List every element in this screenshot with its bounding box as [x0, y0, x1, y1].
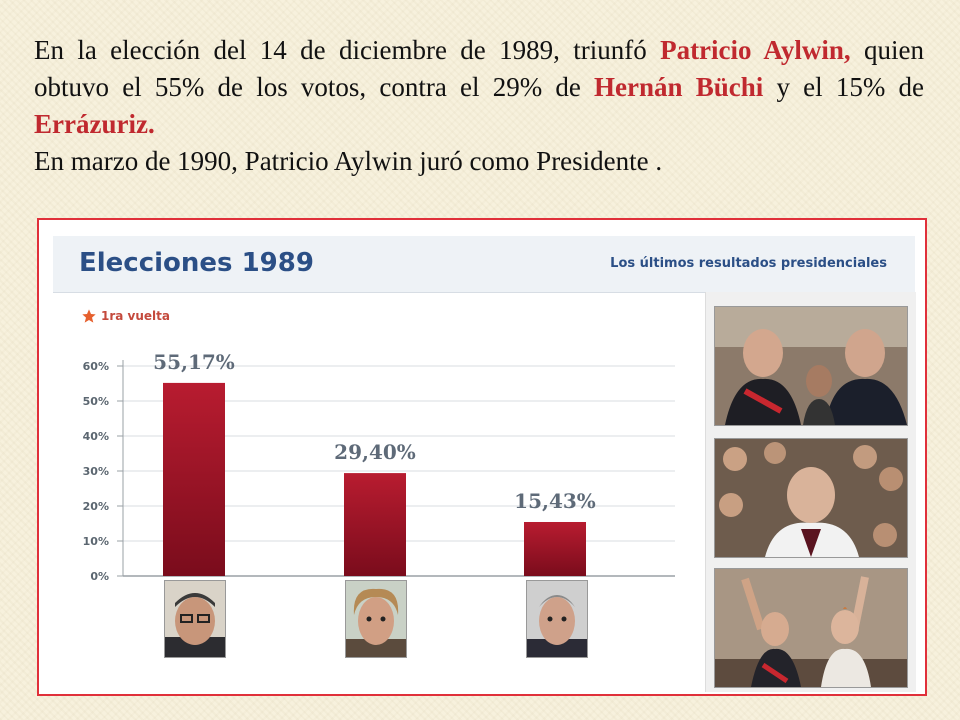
round-label: 1ra vuelta — [81, 308, 170, 324]
bar — [344, 473, 406, 576]
panel-header: Elecciones 1989 Los últimos resultados p… — [53, 236, 915, 293]
results-panel: Elecciones 1989 Los últimos resultados p… — [37, 218, 927, 696]
paragraph-inauguration: En marzo de 1990, Patricio Aylwin juró c… — [34, 146, 663, 176]
y-tick-label: 60% — [83, 360, 109, 373]
candidate-buchi-image — [346, 581, 406, 657]
paragraph-election: En la elección del 14 de diciembre de 19… — [34, 32, 924, 143]
bar-chart: 0% 10% 20% 30% 40% 50% 60% 55,17% 29,40% 15,43% — [83, 350, 675, 583]
photo-pinochet-aylwin — [714, 306, 908, 426]
intro-text: En la elección del 14 de diciembre de 19… — [34, 32, 924, 180]
candidate-name-buchi: Hernán Büchi — [594, 72, 764, 102]
y-tick-label: 50% — [83, 395, 109, 408]
photo-column — [705, 292, 916, 692]
candidate-photo-buchi — [345, 580, 407, 658]
y-tick-label: 20% — [83, 500, 109, 513]
candidate-photo-errazuriz — [526, 580, 588, 658]
photo-pinochet-aylwin-image — [715, 307, 907, 425]
bar-value-label: 55,17% — [153, 350, 235, 374]
candidate-name-errazuriz: Errázuriz. — [34, 109, 155, 139]
bar-value-label: 15,43% — [514, 489, 596, 513]
bar-value-label: 29,40% — [334, 440, 416, 464]
round-label-text: 1ra vuelta — [101, 309, 170, 323]
candidate-errazuriz-image — [527, 581, 587, 657]
bar — [524, 521, 586, 576]
text-segment-1: En la elección del 14 de diciembre de 19… — [34, 35, 647, 65]
candidate-aylwin-image — [165, 581, 225, 657]
candidate-name-aylwin: Patricio Aylwin, — [660, 35, 851, 65]
photo-celebration — [714, 568, 908, 688]
y-tick-label: 30% — [83, 465, 109, 478]
y-tick-label: 10% — [83, 535, 109, 548]
photo-crowd — [714, 438, 908, 558]
photo-crowd-image — [715, 439, 907, 557]
y-tick-label: 40% — [83, 430, 109, 443]
panel-title: Elecciones 1989 — [79, 248, 314, 278]
panel-subtitle: Los últimos resultados presidenciales — [610, 256, 887, 271]
photo-celebration-image — [715, 569, 907, 687]
star-icon — [82, 309, 96, 323]
candidate-photo-aylwin — [164, 580, 226, 658]
text-segment-3: y el 15% de — [763, 72, 924, 102]
text-segment-2: quien obtuvo el 55% de los votos, contra… — [34, 35, 924, 102]
y-tick-label: 0% — [90, 570, 109, 583]
bar — [163, 382, 225, 576]
